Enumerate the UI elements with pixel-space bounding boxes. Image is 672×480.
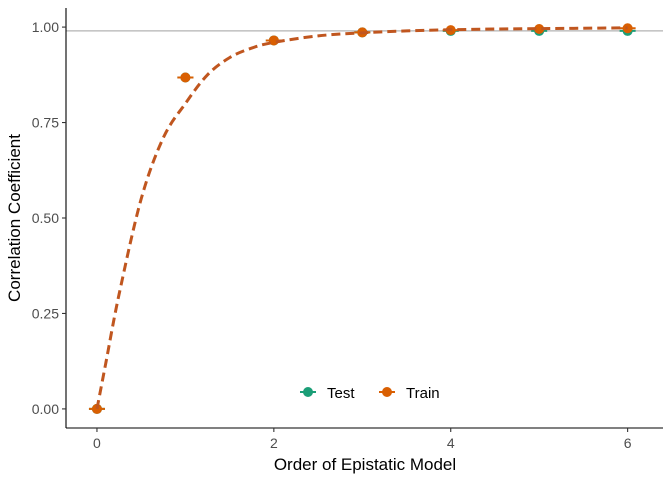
legend: Test Train xyxy=(300,385,440,402)
point-train xyxy=(534,24,545,34)
legend-key-test xyxy=(303,387,313,397)
x-tick-label: 0 xyxy=(93,435,101,451)
x-tick-label: 6 xyxy=(624,435,632,451)
x-tick-label: 4 xyxy=(447,435,455,451)
legend-label-test: Test xyxy=(327,385,355,402)
smooth-curve xyxy=(95,26,628,410)
y-tick-label: 0.75 xyxy=(32,115,59,131)
x-axis-title: Order of Epistatic Model xyxy=(274,455,456,474)
legend-label-train: Train xyxy=(406,385,440,402)
plot-layer xyxy=(66,23,663,414)
point-train xyxy=(180,72,191,83)
x-tick-label: 2 xyxy=(270,435,278,451)
y-axis: 0.00 0.25 0.50 0.75 1.00 xyxy=(32,8,67,428)
y-tick-label: 1.00 xyxy=(32,19,59,35)
legend-key-train xyxy=(382,387,392,397)
y-axis-title: Correlation Coefficient xyxy=(5,134,24,302)
y-tick-label: 0.00 xyxy=(32,401,59,417)
y-tick-label: 0.50 xyxy=(32,210,59,226)
y-tick-label: 0.25 xyxy=(32,305,59,321)
x-axis: 0 2 4 6 xyxy=(66,427,663,451)
